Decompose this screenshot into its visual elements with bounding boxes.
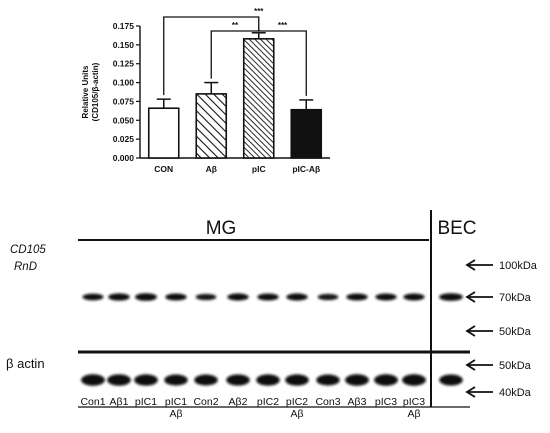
significance-label: ***	[254, 7, 264, 16]
marker-40kda-arrowhead	[465, 386, 476, 398]
beta-actin-band	[256, 374, 280, 386]
lane-label: Aβ	[407, 408, 420, 420]
beta-actin-band	[194, 374, 218, 386]
panel-label-beta-actin: β actin	[6, 356, 45, 371]
cd105-band	[317, 293, 339, 301]
significance-bracket	[163, 16, 260, 96]
beta-actin-band	[226, 374, 250, 386]
y-tick-label: 0.150	[113, 40, 135, 50]
x-tick-label: pIC	[252, 164, 266, 174]
cd105-band	[108, 293, 130, 301]
bar	[242, 38, 275, 159]
significance-label: ***	[278, 21, 288, 30]
marker-70kda-label: 70kDa	[499, 292, 532, 304]
beta-actin-band	[316, 374, 340, 386]
cd105-band	[135, 293, 157, 301]
y-axis-label: (CD105/β-actin)	[91, 62, 100, 121]
marker-100kda-label: 100kDa	[499, 260, 538, 272]
group-label-bec: BEC	[437, 218, 476, 239]
lane-label: Aβ3	[348, 396, 367, 408]
lane-label: Con2	[193, 396, 218, 408]
beta-actin-band	[81, 374, 105, 386]
y-tick-label: 0.075	[113, 96, 135, 106]
lane-label: pIC1	[165, 396, 187, 408]
x-tick-label: pIC-Aβ	[292, 164, 320, 174]
lane-label: Con1	[80, 396, 105, 408]
beta-actin-band	[439, 374, 463, 386]
cd105-band	[286, 293, 308, 301]
cd105-band	[346, 293, 368, 301]
cd105-band	[165, 293, 187, 301]
marker-70kda-arrowhead	[465, 291, 476, 303]
bar	[195, 93, 228, 159]
lane-label: Aβ2	[229, 396, 248, 408]
cd105-band	[403, 293, 425, 301]
cd105-band	[257, 293, 279, 301]
bar	[290, 108, 323, 159]
y-tick-label: 0.125	[113, 59, 135, 69]
beta-actin-band	[374, 374, 398, 386]
beta-actin-band	[134, 374, 158, 386]
cd105-band	[195, 293, 217, 301]
panel-label-cd105: CD105	[10, 244, 46, 256]
lane-label: Aβ	[290, 408, 303, 420]
y-tick-label: 0.000	[113, 153, 135, 163]
lane-label: Aβ1	[110, 396, 129, 408]
western-blot: MG BEC CD105 RnD β actin 100kDa 70kDa 50kDa 50kD…	[6, 210, 538, 420]
lane-label: pIC1	[135, 396, 157, 408]
cd105-band	[439, 293, 463, 301]
bar-chart: 0.000 0.025 0.050 0.075 0.100 0.125 0.150 0.175…	[81, 7, 330, 174]
x-tick-label: Aβ	[206, 164, 217, 174]
beta-actin-band	[402, 374, 426, 386]
beta-actin-band	[164, 374, 188, 386]
beta-actin-band	[107, 374, 131, 386]
y-axis-label: Relative Units	[81, 65, 90, 118]
marker-40kda-label: 40kDa	[499, 387, 532, 399]
lane-label: pIC2	[257, 396, 279, 408]
marker-50kda-arrowhead	[465, 325, 476, 337]
lane-label: pIC3	[403, 396, 425, 408]
cd105-band	[82, 293, 104, 301]
y-tick-label: 0.025	[113, 134, 135, 144]
lane-label: Con3	[315, 396, 340, 408]
lane-label: pIC3	[375, 396, 397, 408]
marker-50kda-label: 50kDa	[499, 326, 532, 338]
y-tick-label: 0.050	[113, 115, 135, 125]
y-tick-label: 0.175	[113, 21, 135, 31]
beta-actin-band	[285, 374, 309, 386]
bar	[147, 107, 180, 159]
cd105-band	[227, 293, 249, 301]
marker-100kda-arrowhead	[465, 259, 476, 271]
panel-label-rnd: RnD	[14, 261, 37, 273]
beta-actin-band	[345, 374, 369, 386]
group-label-mg: MG	[206, 218, 237, 239]
lane-label: pIC2	[286, 396, 308, 408]
significance-bracket	[258, 28, 307, 96]
lane-label: Aβ	[169, 408, 182, 420]
marker-50kda-actin-label: 50kDa	[499, 360, 532, 372]
x-tick-label: CON	[154, 164, 173, 174]
y-tick-label: 0.100	[113, 78, 135, 88]
cd105-band	[375, 293, 397, 301]
marker-50kda-actin-arrowhead	[465, 359, 476, 371]
significance-label: **	[232, 21, 239, 30]
